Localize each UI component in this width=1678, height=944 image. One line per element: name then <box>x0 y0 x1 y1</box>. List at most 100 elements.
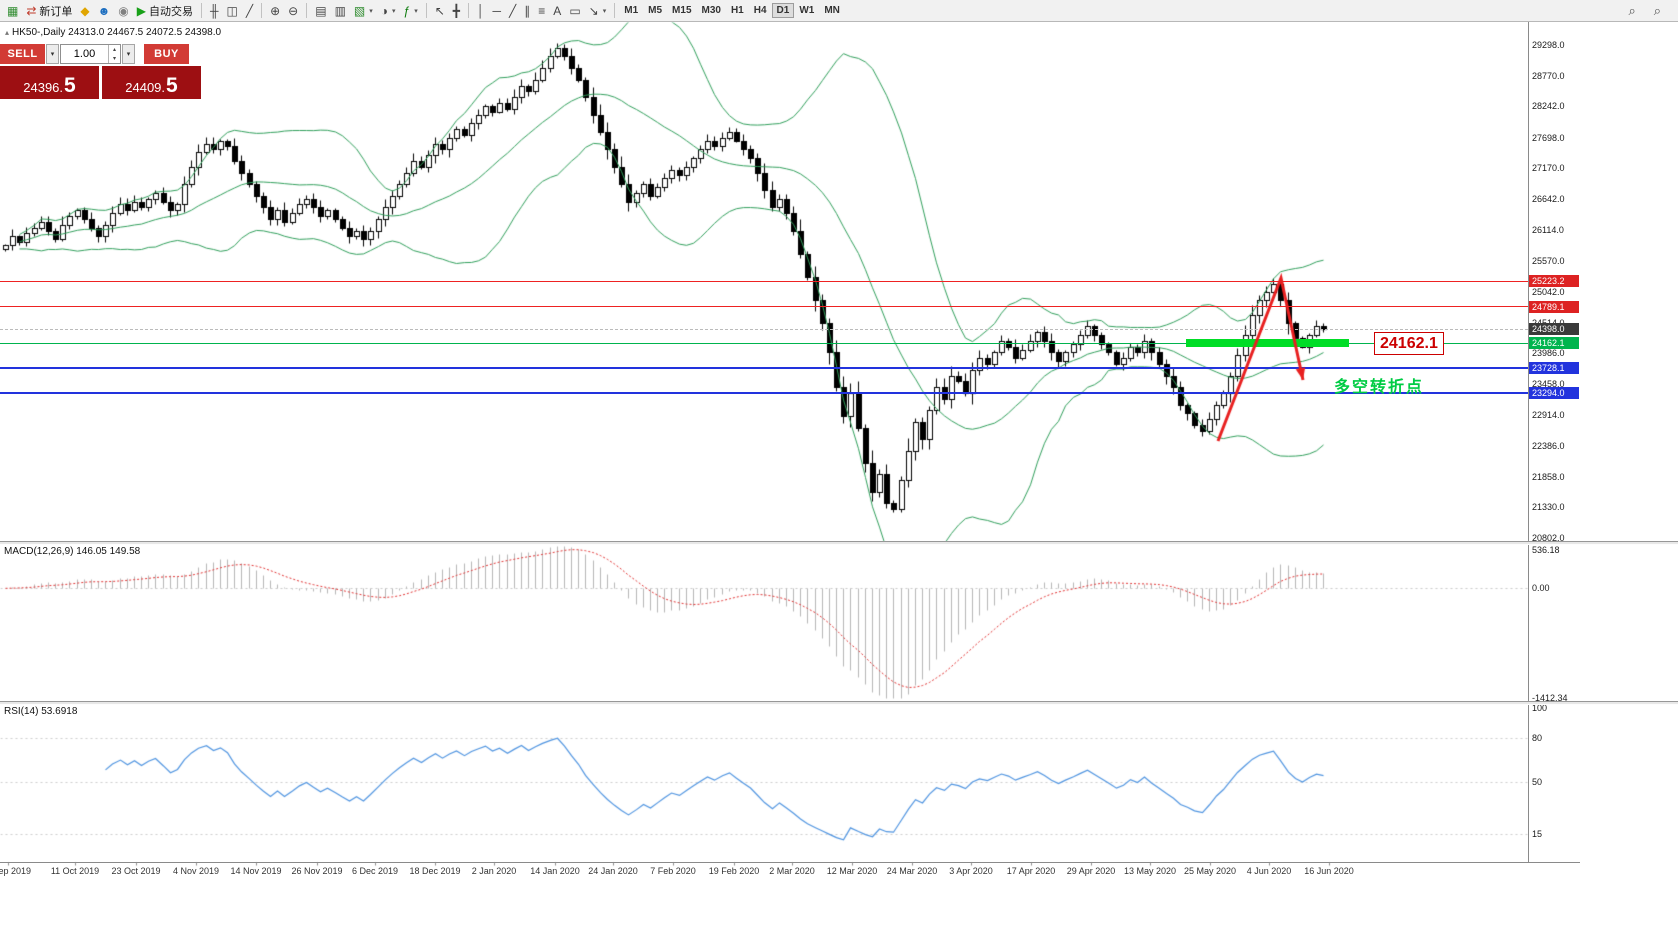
cascade-windows-icon[interactable]: ▥ <box>331 4 350 18</box>
new-order-button[interactable]: ⇄ 新订单 <box>22 2 76 20</box>
turning-point-label[interactable]: 多空转折点 <box>1334 379 1425 396</box>
arrows-tool-icon: ↘ <box>588 3 599 18</box>
date-axis-label: 4 Nov 2019 <box>172 866 220 876</box>
fibonacci-icon[interactable]: ≡ <box>534 4 549 18</box>
indicators-icon[interactable]: ƒ ▾ <box>400 4 422 18</box>
crosshair-icon: ╋ <box>452 3 461 18</box>
line-chart-type-icon[interactable]: ╱ <box>242 4 257 18</box>
bar-chart-type-icon[interactable]: ╫ <box>206 4 223 18</box>
search-symbol-icon[interactable]: ⌕ <box>1624 3 1639 18</box>
profiles-icon[interactable]: ◑ ▾ <box>377 4 400 18</box>
zoom-in-icon[interactable]: ⊕ <box>266 4 284 18</box>
macd-axis-label: 0.00 <box>1532 582 1550 593</box>
chevron-down-icon: ▾ <box>414 7 418 15</box>
price-axis-label: 25570.0 <box>1532 256 1565 267</box>
price-axis-label: 28242.0 <box>1532 101 1565 112</box>
hline-25223[interactable] <box>0 281 1528 282</box>
crosshair-icon[interactable]: ╋ <box>449 4 464 18</box>
buy-options-caret-icon[interactable]: ▾ <box>122 44 135 64</box>
toolbar: ▦ ⇄ 新订单 ◆ ☻ ◉ ▶ 自动交易 ╫ ◫ ╱ ⊕ ⊖ ▤ ▥ ▧ ▾ ◑ ▾ ƒ ▾ ↖ ╋ │ ─ ╱ ∥ ≡ A ▭ ↘ ▾ M1 M… <box>0 0 1678 22</box>
macd-label: MACD(12,26,9) 146.05 149.58 <box>4 546 141 557</box>
auto-trading-button[interactable]: ▶ 自动交易 <box>133 2 197 20</box>
date-axis-label: 4 Jun 2020 <box>1246 866 1292 876</box>
sell-price-box[interactable]: 24396. 5 <box>0 66 99 99</box>
timeframe-m1-button[interactable]: M1 <box>624 5 639 16</box>
date-axis-label: 7 Sep 2019 <box>0 866 32 876</box>
date-axis-label: 12 Mar 2020 <box>826 866 878 876</box>
timeframe-mn-button[interactable]: MN <box>824 5 840 16</box>
zoom-out-icon[interactable]: ⊖ <box>284 4 302 18</box>
text-icon[interactable]: A <box>549 4 565 18</box>
tile-windows-icon: ▤ <box>315 3 327 18</box>
price-axis-label: 21330.0 <box>1532 502 1565 513</box>
horizontal-line-icon: ─ <box>492 3 502 18</box>
date-axis-label: 26 Nov 2019 <box>291 866 343 876</box>
chart-ohlc-text: HK50-,Daily 24313.0 24467.5 24072.5 2439… <box>12 27 222 38</box>
timeframe-h4-button[interactable]: H4 <box>753 5 767 16</box>
text-label-icon[interactable]: ▭ <box>565 4 584 18</box>
rsi-axis-label: 15 <box>1532 828 1543 839</box>
timeframe-m5-button[interactable]: M5 <box>648 5 663 16</box>
key-level-band[interactable] <box>1186 339 1349 347</box>
date-axis-label: 2 Mar 2020 <box>769 866 815 876</box>
horizontal-line-icon[interactable]: ─ <box>489 4 506 18</box>
date-axis-label: 17 Apr 2020 <box>1006 866 1056 876</box>
key-level-callout[interactable]: 24162.1 <box>1374 332 1444 355</box>
timeframe-m30-button[interactable]: M30 <box>701 5 721 16</box>
trendline-icon[interactable]: ╱ <box>505 4 520 18</box>
date-axis-label: 24 Mar 2020 <box>886 866 938 876</box>
sell-button[interactable]: SELL <box>0 44 45 64</box>
search-icon: ⌕ <box>1653 3 1661 18</box>
panel-splitter-macd[interactable] <box>0 541 1678 545</box>
sell-options-caret-icon[interactable]: ▾ <box>46 44 59 64</box>
timeframe-m15-button[interactable]: M15 <box>672 5 692 16</box>
volume-stepper[interactable]: ▴ ▾ <box>108 45 120 63</box>
candlestick-type-icon: ◫ <box>226 3 238 18</box>
auto-trading-button: ▶ <box>136 3 146 18</box>
chart-ohlc-header: ▴ HK50-,Daily 24313.0 24467.5 24072.5 24… <box>5 27 221 38</box>
zoom-out-icon: ⊖ <box>288 3 299 18</box>
support-icon[interactable]: ☻ <box>94 4 115 18</box>
volume-down-icon[interactable]: ▾ <box>112 56 116 62</box>
macd-axis-label: 536.18 <box>1532 545 1560 555</box>
hline-23294[interactable] <box>0 392 1528 394</box>
vertical-line-icon[interactable]: │ <box>473 4 489 18</box>
candlestick-type-icon[interactable]: ◫ <box>223 4 242 18</box>
channel-icon[interactable]: ∥ <box>520 4 534 18</box>
chevron-down-icon: ▾ <box>369 7 373 15</box>
price-axis-label: 27170.0 <box>1532 163 1565 174</box>
hline-23728[interactable] <box>0 367 1528 369</box>
community-icon[interactable]: ◉ <box>114 4 132 18</box>
fibonacci-icon: ≡ <box>538 3 546 18</box>
arrows-tool-icon[interactable]: ↘ ▾ <box>585 4 611 18</box>
timeframe-h1-button[interactable]: H1 <box>730 5 744 16</box>
chevron-down-icon: ▾ <box>392 7 396 15</box>
new-chart-icon[interactable]: ▧ ▾ <box>350 4 377 18</box>
hline-24789[interactable] <box>0 306 1528 307</box>
tile-windows-icon[interactable]: ▤ <box>311 4 330 18</box>
rsi-axis-label: 80 <box>1532 732 1543 743</box>
volume-value[interactable]: 1.00 <box>73 48 96 60</box>
current-price-tag: 24398.0 <box>1529 323 1579 335</box>
sell-price-frac: 5 <box>64 74 76 97</box>
new-chart-icon: ▧ <box>353 3 366 18</box>
panel-splitter-rsi[interactable] <box>0 701 1678 705</box>
cursor-icon[interactable]: ↖ <box>431 4 449 18</box>
rsi-label: RSI(14) 53.6918 <box>4 706 78 717</box>
hline-current-price[interactable] <box>0 329 1528 330</box>
timeframe-d1-button[interactable]: D1 <box>771 3 795 18</box>
market-watch-icon[interactable]: ▦ <box>3 4 22 18</box>
price-axis-label: 26642.0 <box>1532 194 1565 205</box>
volume-up-icon[interactable]: ▴ <box>112 47 116 53</box>
timeframe-w1-button[interactable]: W1 <box>799 5 815 16</box>
buy-price-box[interactable]: 24409. 5 <box>102 66 201 99</box>
expert-advisor-icon[interactable]: ◆ <box>76 4 93 18</box>
search-icon[interactable]: ⌕ <box>1650 3 1665 18</box>
volume-input[interactable]: 1.00 ▴ ▾ <box>60 44 121 64</box>
search-symbol-icon: ⌕ <box>1628 3 1636 18</box>
price-axis-label: 21858.0 <box>1532 471 1565 482</box>
date-axis-label: 7 Feb 2020 <box>650 866 696 876</box>
buy-button[interactable]: BUY <box>144 44 189 64</box>
price-axis-label: 28770.0 <box>1532 70 1565 81</box>
